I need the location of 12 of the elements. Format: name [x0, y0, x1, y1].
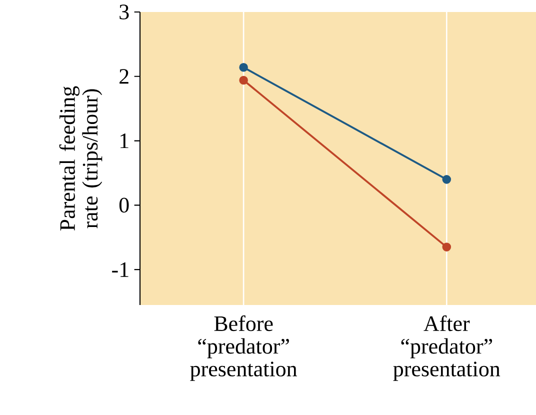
- y-tick-label: 1: [120, 134, 128, 148]
- x-tick-label: Before “predator” presentation: [190, 315, 298, 381]
- x-tick-label: After “predator” presentation: [393, 315, 500, 381]
- point: [239, 76, 248, 85]
- y-tick-label: -1: [112, 262, 128, 277]
- point: [442, 242, 452, 252]
- y-tick-label: 3: [120, 4, 129, 20]
- point: [239, 62, 248, 72]
- y-axis-title: Parental feeding rate (trips/hour): [59, 86, 102, 231]
- point: [442, 175, 452, 184]
- y-tick-label: 2: [120, 69, 128, 84]
- y-tick-label: 0: [119, 198, 129, 213]
